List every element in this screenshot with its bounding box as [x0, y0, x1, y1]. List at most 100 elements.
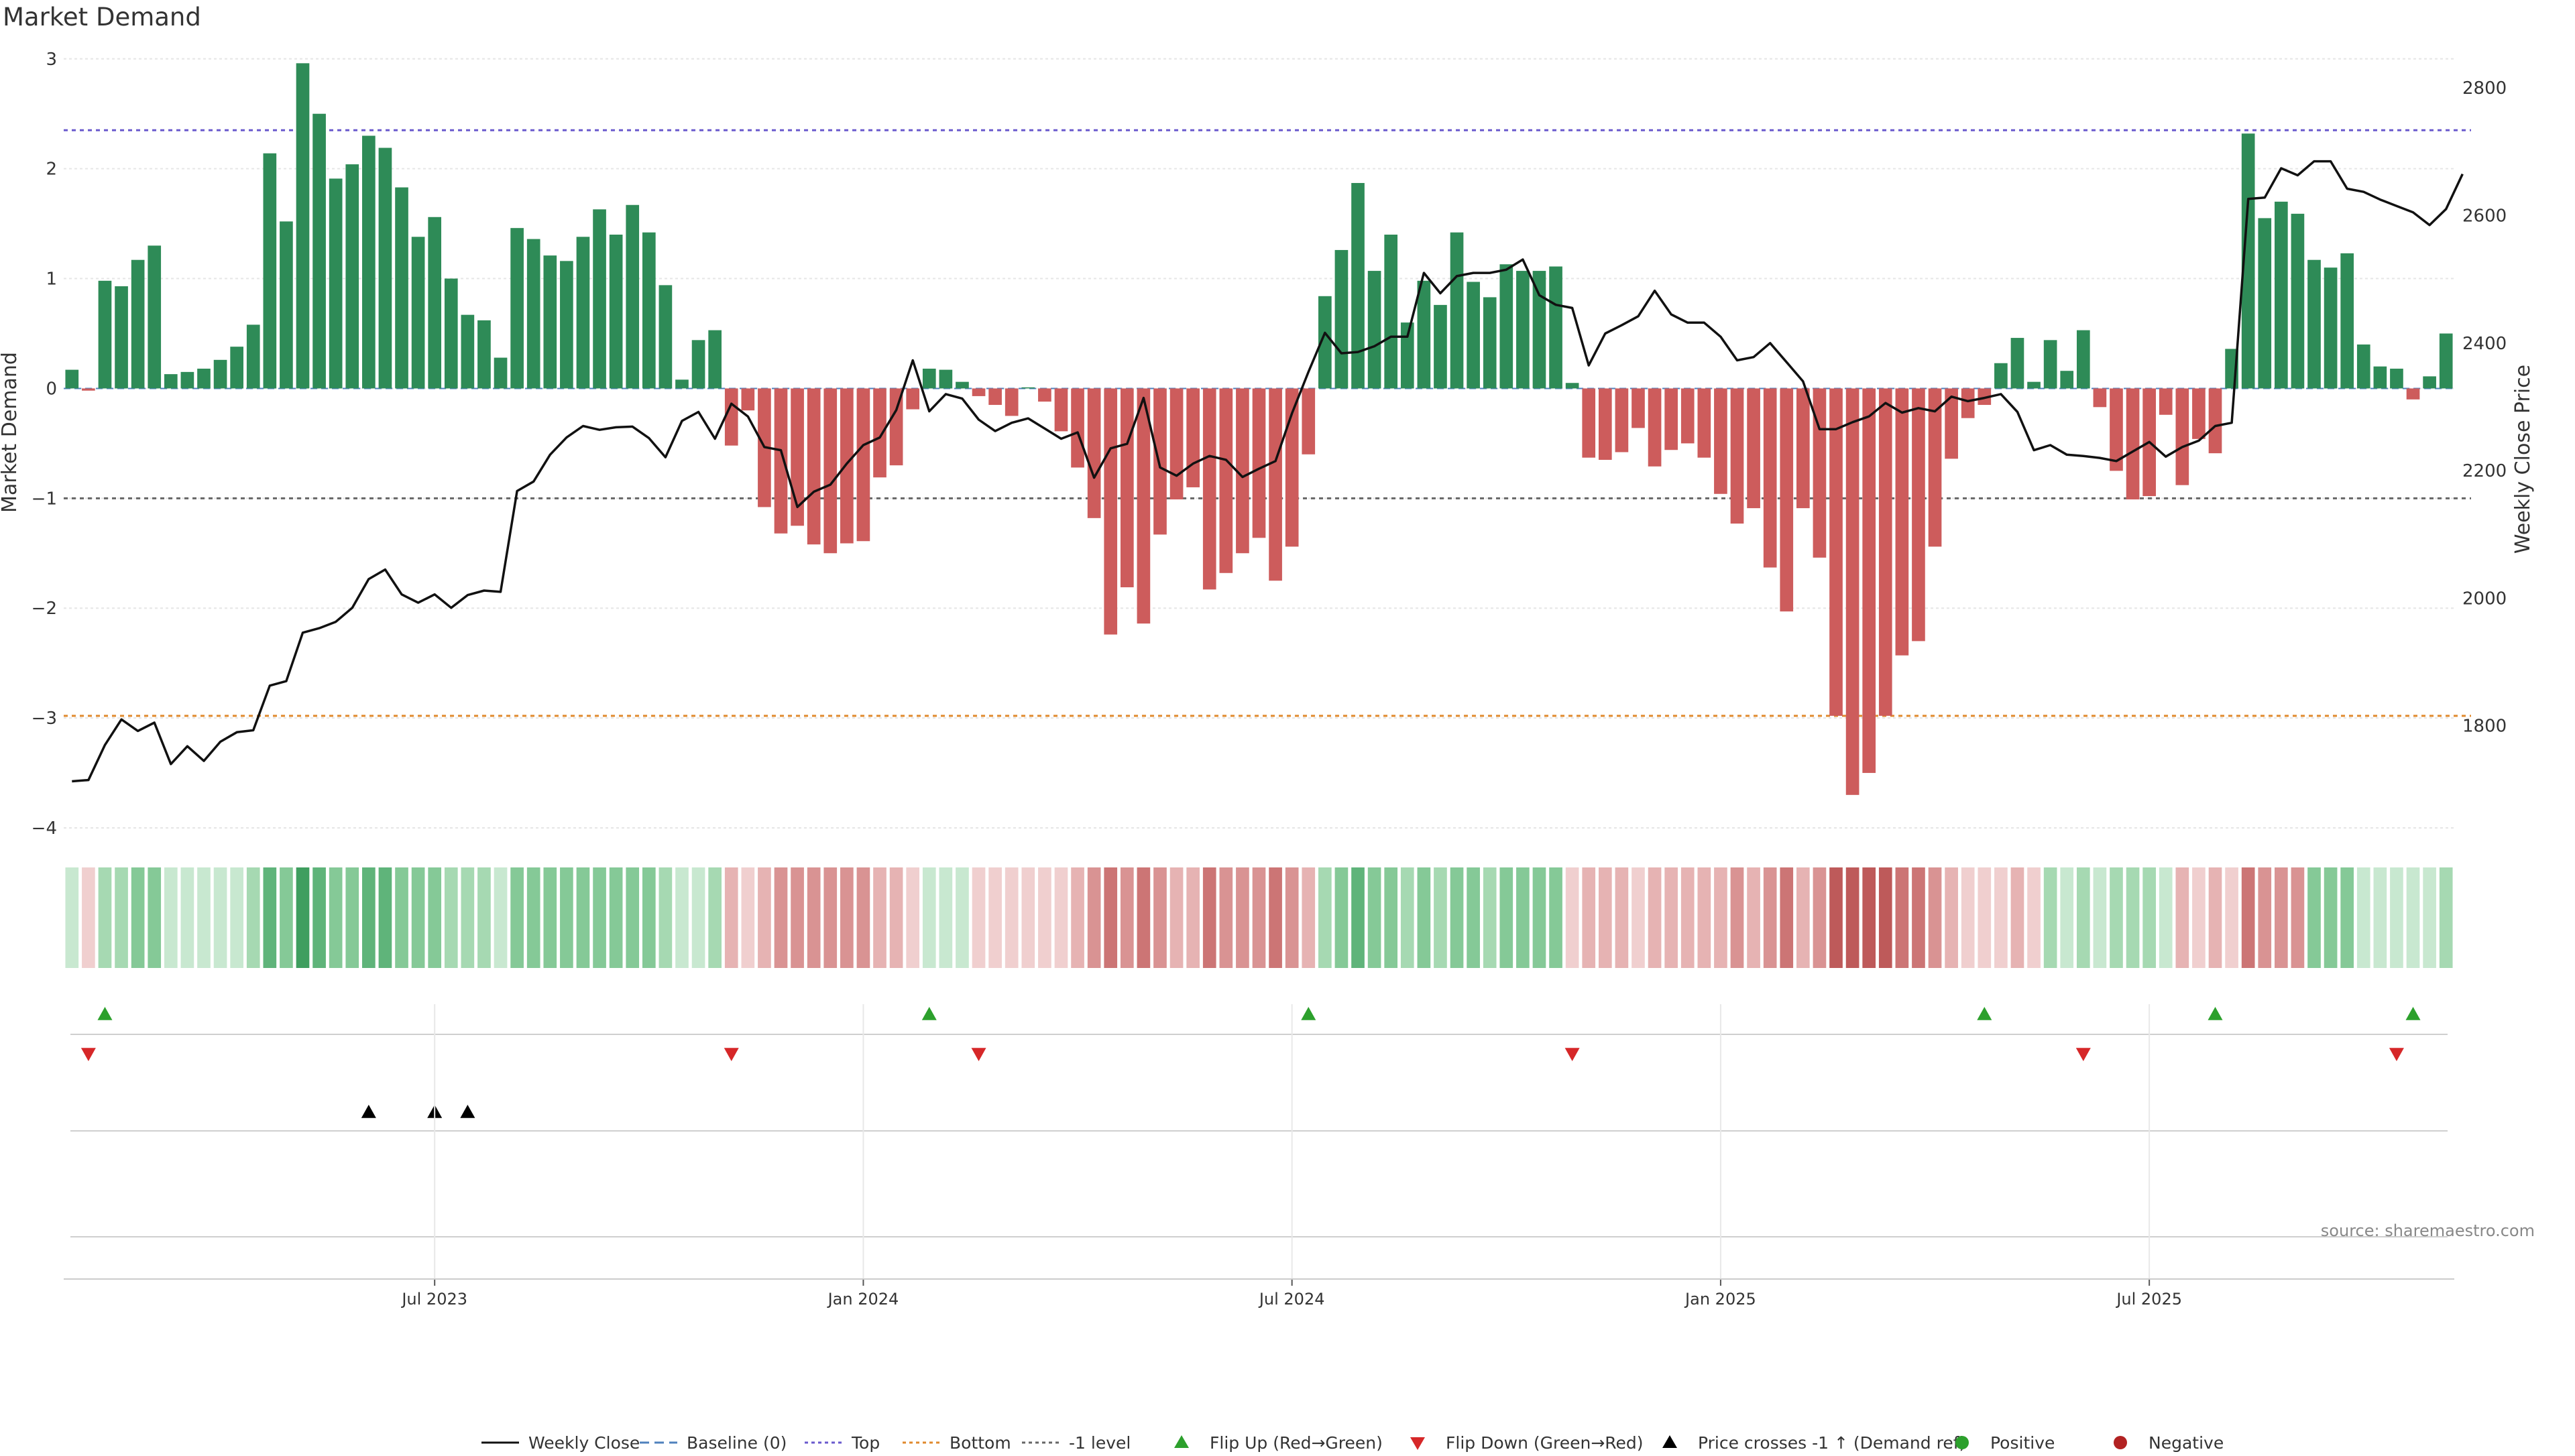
demand-bar — [510, 228, 524, 389]
strip-cell — [1747, 867, 1760, 968]
strip-cell — [1928, 867, 1942, 968]
demand-bar — [1747, 388, 1760, 509]
flip-up-marker — [921, 1007, 937, 1020]
strip-cell — [1450, 867, 1464, 968]
demand-bar — [939, 369, 953, 389]
demand-bar — [2390, 368, 2403, 389]
strip-cell — [1763, 867, 1777, 968]
demand-bar — [1054, 388, 1068, 432]
flip-up-marker — [97, 1007, 113, 1020]
legend-label: Bottom — [950, 1433, 1011, 1453]
strip-cell — [1318, 867, 1332, 968]
demand-bar — [1516, 271, 1530, 389]
demand-bar — [115, 286, 128, 389]
strip-cell — [1137, 867, 1151, 968]
strip-cell — [1895, 867, 1909, 968]
y-tick-label: 0 — [46, 379, 57, 399]
demand-bar — [840, 388, 854, 544]
demand-bar — [1582, 388, 1596, 458]
strip-cell — [1648, 867, 1662, 968]
demand-bar — [1367, 271, 1381, 389]
demand-bar — [1400, 322, 1414, 389]
strip-cell — [1467, 867, 1480, 968]
strip-cell — [1499, 867, 1513, 968]
strip-cell — [791, 867, 804, 968]
demand-bar — [1120, 388, 1134, 588]
strip-cell — [1483, 867, 1497, 968]
y2-tick-label: 2600 — [2462, 206, 2507, 226]
demand-bar — [1632, 388, 1645, 428]
demand-bar — [1549, 266, 1562, 389]
demand-bar — [675, 379, 689, 389]
strip-cell — [873, 867, 886, 968]
strip-cell — [1302, 867, 1316, 968]
y2-tick-label: 2800 — [2462, 78, 2507, 99]
strip-cell — [1236, 867, 1249, 968]
strip-cell — [444, 867, 458, 968]
demand-bar — [280, 221, 293, 389]
demand-bar — [2423, 376, 2436, 389]
strip-cell — [2373, 867, 2387, 968]
demand-bar — [1796, 388, 1810, 509]
legend-label: -1 level — [1069, 1433, 1131, 1453]
strip-cell — [1417, 867, 1431, 968]
strip-cell — [280, 867, 293, 968]
demand-bar — [477, 320, 491, 389]
demand-bar — [362, 135, 376, 389]
strip-cell — [1087, 867, 1101, 968]
strip-cell — [1400, 867, 1414, 968]
demand-bar — [1680, 388, 1695, 444]
strip-cell — [659, 867, 673, 968]
demand-bar — [906, 388, 920, 410]
demand-bar — [82, 388, 95, 391]
demand-bar — [2275, 201, 2288, 389]
demand-bar — [807, 388, 821, 545]
strip-cell — [1532, 867, 1546, 968]
strip-cell — [2043, 867, 2057, 968]
demand-bar — [1862, 388, 1876, 774]
demand-bar — [2192, 388, 2206, 439]
demand-bar — [889, 388, 903, 466]
strip-cell — [2126, 867, 2140, 968]
demand-bar — [2208, 388, 2222, 454]
y2-tick-label: 2000 — [2462, 589, 2507, 609]
strip-cell — [82, 867, 95, 968]
flip-up-marker — [1977, 1007, 1992, 1020]
y-tick-label: −1 — [32, 489, 57, 509]
demand-bar — [1845, 388, 1859, 795]
strip-cell — [148, 867, 162, 968]
strip-cell — [1367, 867, 1381, 968]
demand-bar — [2241, 133, 2255, 389]
strip-cell — [2275, 867, 2288, 968]
demand-bar — [1664, 388, 1678, 450]
demand-bar — [1912, 388, 1925, 642]
demand-bar — [626, 204, 640, 389]
y2-tick-label: 2400 — [2462, 334, 2507, 354]
demand-bar — [2076, 330, 2090, 389]
demand-bar — [922, 368, 936, 389]
strip-cell — [1961, 867, 1975, 968]
strip-cell — [1434, 867, 1447, 968]
strip-cell — [593, 867, 606, 968]
demand-bar — [1878, 388, 1892, 716]
strip-cell — [741, 867, 755, 968]
demand-bar — [1087, 388, 1101, 518]
flip-down-marker — [971, 1048, 986, 1061]
demand-bar — [1104, 388, 1118, 635]
demand-bar — [2324, 267, 2338, 389]
strip-cell — [526, 867, 540, 968]
strip-cell — [972, 867, 986, 968]
strip-cell — [362, 867, 376, 968]
demand-bar — [1598, 388, 1612, 460]
demand-bar — [230, 347, 243, 389]
strip-cell — [2142, 867, 2156, 968]
demand-bar — [1813, 388, 1827, 558]
strip-cell — [1582, 867, 1596, 968]
strip-cell — [461, 867, 475, 968]
y2-axis-label: Weekly Close Price — [2511, 365, 2535, 554]
strip-cell — [510, 867, 524, 968]
demand-bar — [1499, 264, 1513, 389]
strip-cell — [823, 867, 838, 968]
strip-cell — [2192, 867, 2206, 968]
demand-bar — [741, 388, 755, 411]
